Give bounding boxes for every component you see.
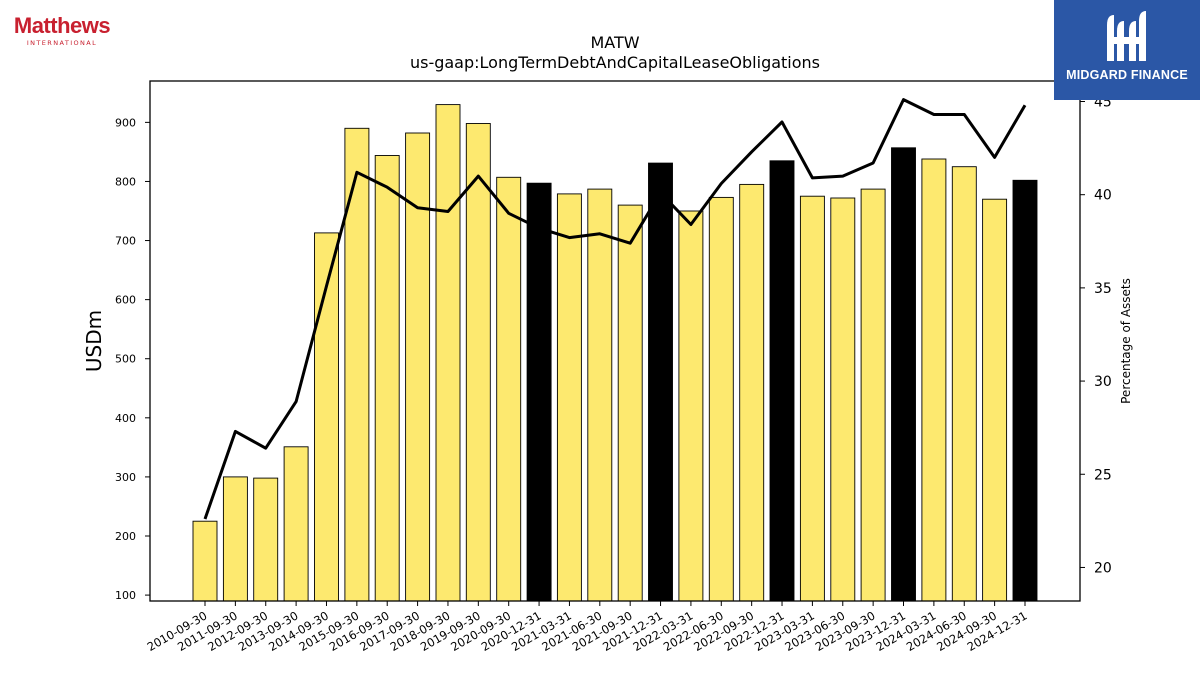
- y-tick-label: 700: [115, 235, 136, 248]
- y-tick-label: 600: [115, 294, 136, 307]
- chart-title: MATW: [590, 33, 639, 52]
- x-axis: 2010-09-302011-09-302012-09-302013-09-30…: [145, 601, 1030, 654]
- y-tick-label: 300: [115, 471, 136, 484]
- y2-tick-label: 25: [1094, 467, 1112, 483]
- bar-2012-09-30: [253, 477, 279, 602]
- matthews-logo-name: Matthews: [13, 13, 111, 38]
- y2-tick-label: 20: [1094, 560, 1112, 576]
- chart-subtitle: us-gaap:LongTermDebtAndCapitalLeaseOblig…: [410, 53, 820, 72]
- bar-2024-06-30: [951, 166, 977, 602]
- bar-2024-12-31: [1012, 179, 1038, 602]
- bar-2021-03-31: [556, 193, 582, 602]
- y-tick-label: 100: [115, 589, 136, 602]
- bar-2023-09-30: [860, 188, 886, 602]
- bar-2024-03-31: [921, 158, 947, 602]
- line-group: [203, 98, 1027, 520]
- bar-2021-12-31: [648, 162, 673, 602]
- bar-2013-09-30: [283, 446, 309, 602]
- midgard-mark-icon: [1107, 11, 1146, 61]
- bar-2022-09-30: [739, 183, 765, 602]
- matthews-logo-sub: INTERNATIONAL: [26, 39, 98, 47]
- bar-2022-12-31: [769, 160, 795, 602]
- y2-tick-label: 30: [1094, 374, 1112, 390]
- bar-2021-09-30: [617, 204, 643, 602]
- bar-2023-06-30: [830, 197, 856, 602]
- bar-2019-09-30: [465, 123, 491, 602]
- bar-2016-09-30: [374, 155, 400, 602]
- bar-2014-09-30: [314, 232, 339, 602]
- bars-group: [192, 104, 1038, 602]
- y2-tick-label: 40: [1094, 188, 1112, 204]
- y2-axis-label: Percentage of Assets: [1119, 278, 1133, 404]
- midgard-finance-logo: MIDGARD FINANCE: [1054, 0, 1200, 100]
- bar-2022-03-31: [678, 210, 704, 602]
- bar-2018-09-30: [435, 104, 461, 602]
- y2-tick-label: 35: [1094, 281, 1112, 297]
- y-tick-label: 500: [115, 353, 136, 366]
- bar-2021-06-30: [587, 188, 613, 602]
- y-axis-left: 100 200 300 400 500 600 700 800 900: [115, 116, 150, 602]
- y-axis-label: USDm: [82, 310, 106, 372]
- matthews-logo: Matthews INTERNATIONAL: [6, 14, 118, 48]
- percentage-line: [203, 98, 1027, 520]
- y-tick-label: 800: [115, 175, 136, 188]
- midgard-brand-name: MIDGARD FINANCE: [1066, 68, 1188, 82]
- bar-2024-09-30: [982, 198, 1008, 602]
- bar-2011-09-30: [222, 476, 248, 602]
- bar-2020-09-30: [496, 176, 522, 602]
- y-tick-label: 400: [115, 412, 136, 425]
- bar-2010-09-30: [192, 520, 218, 602]
- bar-2017-09-30: [405, 132, 431, 602]
- bar-2020-12-31: [526, 182, 552, 602]
- bar-2023-03-31: [799, 195, 825, 602]
- y-tick-label: 900: [115, 116, 136, 129]
- plot-frame: [149, 80, 1081, 602]
- bar-2022-06-30: [708, 196, 734, 602]
- y-tick-label: 200: [115, 530, 136, 543]
- bar-2023-12-31: [891, 147, 916, 602]
